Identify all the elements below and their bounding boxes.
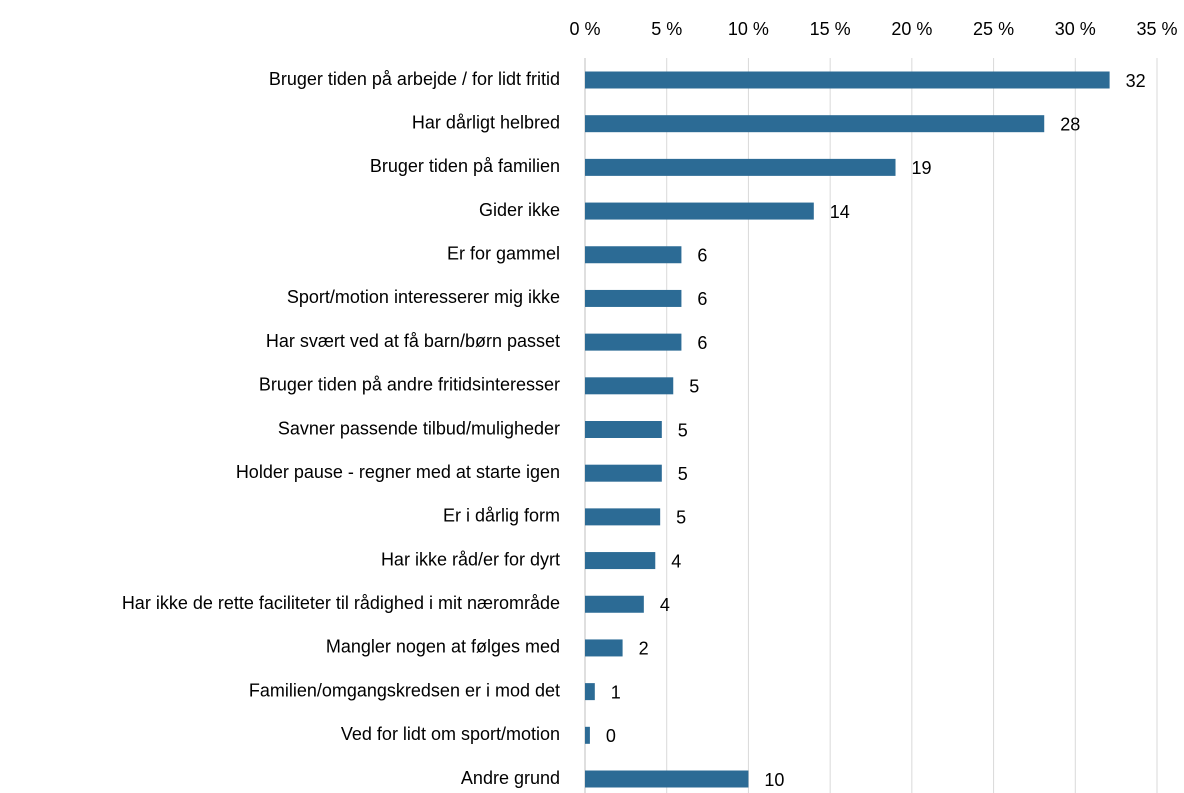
data-label: 5 [689, 377, 699, 397]
x-tick-label: 25 % [973, 19, 1014, 39]
bar [585, 464, 662, 482]
x-tick-label: 5 % [651, 19, 682, 39]
data-label: 4 [671, 551, 681, 571]
data-label: 19 [912, 158, 932, 178]
y-tick-label: Sport/motion interesserer mig ikke [287, 287, 560, 307]
y-tick-label: Ved for lidt om sport/motion [341, 724, 560, 744]
data-label: 32 [1126, 71, 1146, 91]
bar [585, 377, 674, 395]
y-tick-label: Familien/omgangskredsen er i mod det [249, 680, 560, 700]
bar [585, 508, 661, 526]
data-label: 14 [830, 202, 850, 222]
bar [585, 770, 749, 788]
y-tick-label: Andre grund [461, 768, 560, 788]
data-label: 6 [697, 246, 707, 266]
bar [585, 158, 896, 176]
bar [585, 595, 644, 613]
bar [585, 552, 656, 570]
y-tick-label: Savner passende tilbud/muligheder [278, 418, 560, 438]
bar [585, 683, 595, 701]
y-tick-label: Gider ikke [479, 200, 560, 220]
bar [585, 246, 682, 264]
data-label: 4 [660, 595, 670, 615]
x-tick-label: 10 % [728, 19, 769, 39]
bar [585, 202, 814, 220]
data-label: 10 [764, 770, 784, 790]
bar [585, 289, 682, 307]
x-tick-label: 35 % [1136, 19, 1177, 39]
bar [585, 71, 1110, 89]
data-label: 5 [678, 464, 688, 484]
x-tick-label: 15 % [810, 19, 851, 39]
y-tick-label: Er i dårlig form [443, 506, 560, 526]
bar [585, 421, 662, 438]
y-tick-label: Bruger tiden på andre fritidsinteresser [259, 375, 560, 395]
y-tick-label: Mangler nogen at følges med [326, 637, 560, 657]
y-tick-label: Har ikke de rette faciliteter til rådigh… [122, 593, 560, 613]
x-tick-label: 20 % [891, 19, 932, 39]
y-tick-label: Har ikke råd/er for dyrt [381, 549, 560, 569]
data-label: 28 [1060, 114, 1080, 134]
data-label: 2 [639, 639, 649, 659]
y-tick-label: Har dårligt helbred [412, 112, 560, 132]
y-tick-label: Holder pause - regner med at starte igen [236, 462, 560, 482]
x-tick-label: 30 % [1055, 19, 1096, 39]
y-tick-label: Bruger tiden på arbejde / for lidt friti… [269, 69, 560, 89]
data-label: 5 [678, 420, 688, 440]
data-label: 0 [606, 726, 616, 746]
data-label: 6 [697, 289, 707, 309]
bar [585, 115, 1045, 133]
y-tick-label: Bruger tiden på familien [370, 156, 560, 176]
data-label: 6 [697, 333, 707, 353]
data-label: 1 [611, 682, 621, 702]
data-label: 5 [676, 508, 686, 528]
bar [585, 333, 682, 351]
bar [585, 726, 590, 744]
y-tick-label: Er for gammel [447, 244, 560, 264]
bar [585, 639, 623, 657]
x-tick-label: 0 % [569, 19, 600, 39]
y-tick-label: Har svært ved at få barn/børn passet [266, 331, 560, 351]
